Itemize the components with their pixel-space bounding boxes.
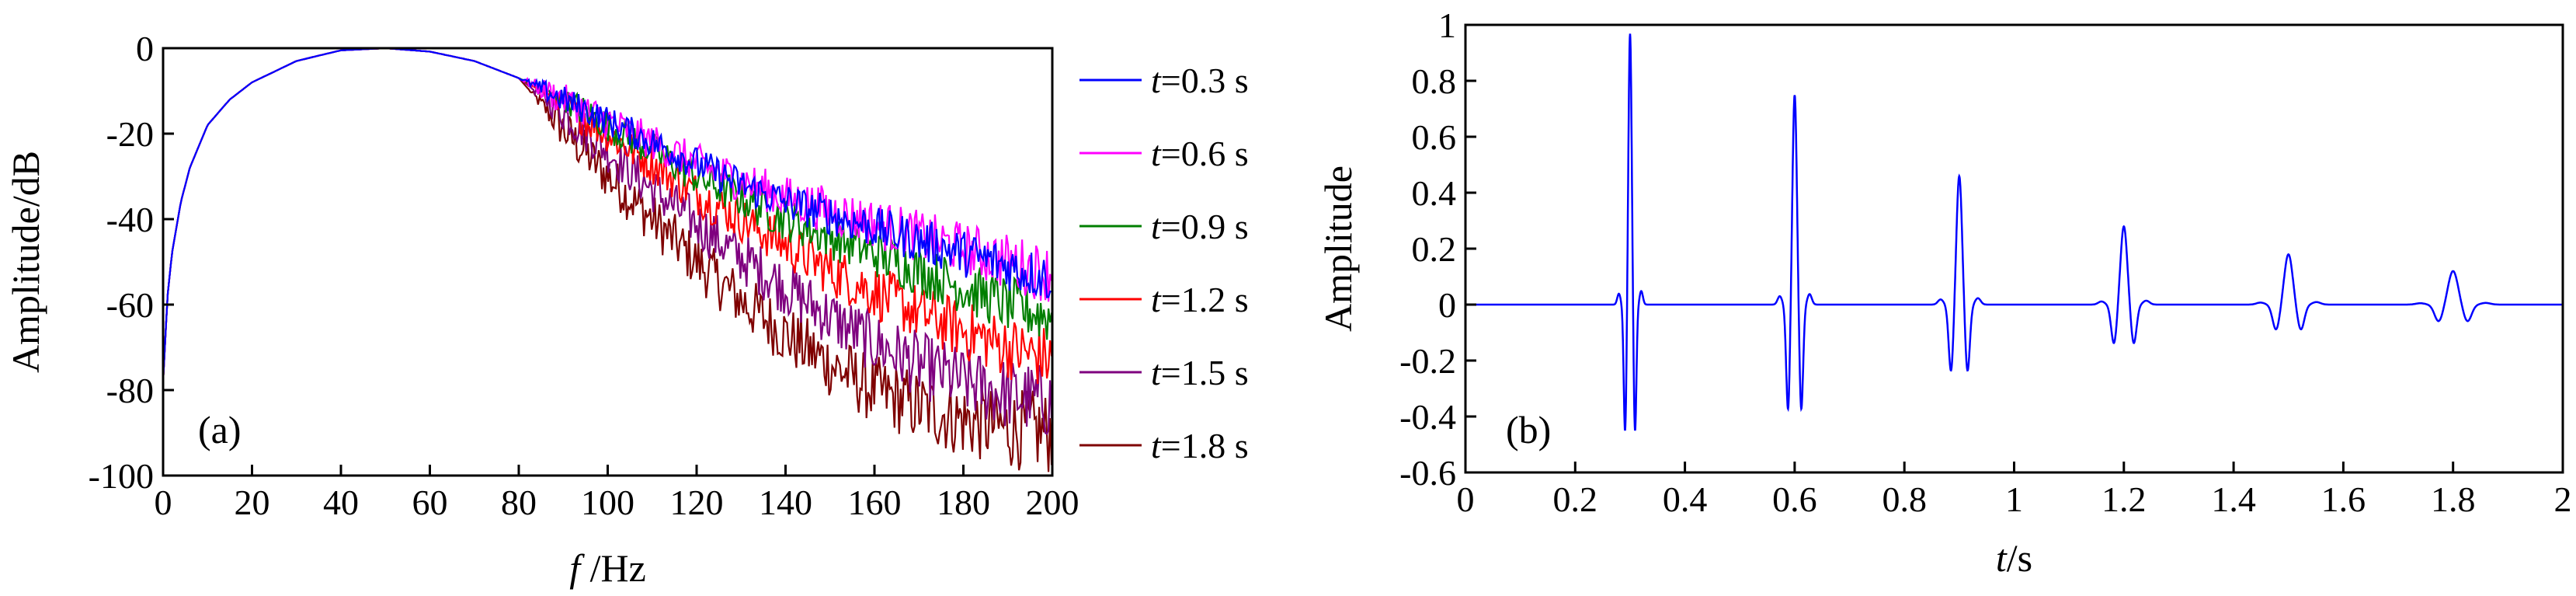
legend-label-rest: =1.8 s bbox=[1161, 426, 1249, 465]
x-tick-label: 0.2 bbox=[1553, 479, 1598, 519]
legend-label-rest: =0.3 s bbox=[1161, 61, 1249, 100]
x-tick-label: 100 bbox=[581, 483, 634, 522]
x-axis-label-rest: /s bbox=[2007, 536, 2032, 580]
x-tick-label: 0 bbox=[1457, 479, 1475, 519]
panel-label: (a) bbox=[198, 408, 242, 451]
x-tick-label: 20 bbox=[235, 483, 270, 522]
legend-label-italic: t bbox=[1151, 280, 1162, 319]
series-line-09 bbox=[163, 48, 1052, 382]
y-tick-label: 0.2 bbox=[1412, 229, 1457, 269]
y-tick-label: 0 bbox=[136, 29, 154, 68]
x-axis-label: t/s bbox=[1996, 536, 2032, 580]
legend-label: t=1.5 s bbox=[1151, 353, 1249, 392]
x-axis-label: f /Hz bbox=[569, 546, 646, 590]
legend-label-italic: t bbox=[1151, 353, 1162, 392]
series-group bbox=[163, 48, 1052, 472]
x-tick-label: 1.6 bbox=[2321, 479, 2366, 519]
x-axis-label-rest: /Hz bbox=[580, 546, 646, 590]
legend-label: t=0.3 s bbox=[1151, 61, 1249, 100]
legend-label-rest: =1.2 s bbox=[1161, 280, 1249, 319]
legend-label: t=1.8 s bbox=[1151, 426, 1249, 465]
y-tick-label: 0.4 bbox=[1412, 173, 1457, 213]
y-tick-label: -60 bbox=[106, 285, 154, 325]
y-tick-label: -100 bbox=[89, 456, 154, 496]
series-line-03 bbox=[163, 48, 1052, 382]
x-tick-label: 40 bbox=[323, 483, 359, 522]
waveform-line bbox=[1465, 33, 2563, 431]
series-group bbox=[1465, 33, 2563, 431]
series-line-06 bbox=[163, 48, 1052, 382]
x-tick-label: 140 bbox=[759, 483, 812, 522]
legend-label: t=0.6 s bbox=[1151, 134, 1249, 173]
y-tick-label: -0.6 bbox=[1399, 453, 1456, 493]
x-tick-label: 160 bbox=[848, 483, 902, 522]
legend-label-rest: =0.9 s bbox=[1161, 207, 1249, 246]
plot-frame bbox=[1464, 23, 2564, 474]
y-tick-label: 1 bbox=[1438, 5, 1456, 45]
legend-label-rest: =0.6 s bbox=[1161, 134, 1249, 173]
x-tick-label: 1.8 bbox=[2431, 479, 2476, 519]
x-tick-label: 1.4 bbox=[2211, 479, 2256, 519]
x-tick-label: 180 bbox=[937, 483, 990, 522]
legend-label: t=0.9 s bbox=[1151, 207, 1249, 246]
x-tick-label: 0 bbox=[155, 483, 172, 522]
y-tick-label: -40 bbox=[106, 200, 154, 239]
x-tick-label: 60 bbox=[412, 483, 448, 522]
legend-label-italic: t bbox=[1151, 61, 1162, 100]
legend-label-italic: t bbox=[1151, 426, 1162, 465]
legend-label: t=1.2 s bbox=[1151, 280, 1249, 319]
y-tick-label: -80 bbox=[106, 371, 154, 410]
spectrum-chart: 0 20 40 60 80 100 120 140 160 180 200 0 -20 -40 -60 -80… bbox=[4, 29, 1249, 590]
legend-label-italic: t bbox=[1151, 207, 1162, 246]
x-tick-label: 80 bbox=[501, 483, 537, 522]
x-tick-label: 120 bbox=[670, 483, 724, 522]
y-axis-label: Amplitude bbox=[1316, 166, 1360, 332]
waveform-chart: 0 0.2 0.4 0.6 0.8 1 1.2 1.4 1.6 1.8 2 1 0.8 0.6 0.4 0.2… bbox=[1316, 5, 2572, 580]
panel-label: (b) bbox=[1506, 408, 1551, 451]
x-tick-label: 0.6 bbox=[1772, 479, 1817, 519]
x-axis-label-italic: t bbox=[1996, 536, 2008, 580]
y-axis-label: Amplitude/dB bbox=[4, 151, 47, 373]
legend-label-rest: =1.5 s bbox=[1161, 353, 1249, 392]
x-tick-label: 2 bbox=[2554, 479, 2572, 519]
legend-label-italic: t bbox=[1151, 134, 1162, 173]
y-tick-label: 0.8 bbox=[1412, 61, 1457, 101]
y-tick-label: -0.4 bbox=[1399, 397, 1456, 437]
y-tick-label: 0 bbox=[1438, 285, 1456, 325]
x-tick-label: 1 bbox=[2005, 479, 2023, 519]
x-tick-label: 0.4 bbox=[1663, 479, 1708, 519]
x-tick-label: 0.8 bbox=[1882, 479, 1927, 519]
y-tick-label: -20 bbox=[106, 114, 154, 154]
series-line-12 bbox=[163, 48, 1052, 385]
x-tick-label: 1.2 bbox=[2101, 479, 2147, 519]
y-tick-label: 0.6 bbox=[1412, 117, 1457, 157]
y-tick-label: -0.2 bbox=[1399, 341, 1456, 381]
x-tick-label: 200 bbox=[1026, 483, 1079, 522]
